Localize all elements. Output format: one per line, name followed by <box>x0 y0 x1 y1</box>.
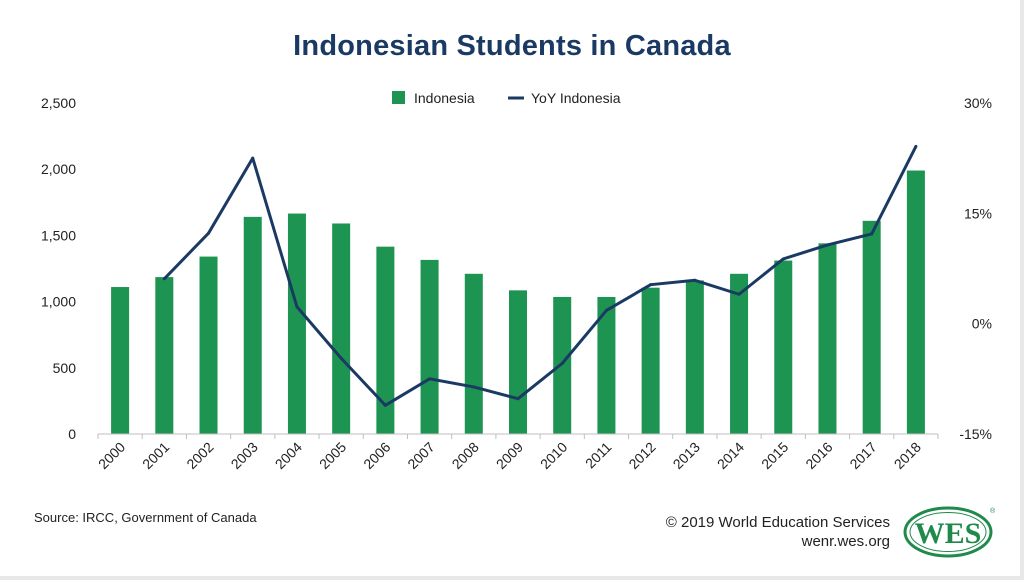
bar-series <box>111 170 925 435</box>
x-tick-label: 2008 <box>449 439 482 472</box>
bar <box>420 259 439 434</box>
copyright-text: © 2019 World Education Services <box>665 514 890 531</box>
line-point <box>693 278 697 282</box>
x-tick-label: 2015 <box>758 439 791 472</box>
bar <box>199 256 218 434</box>
line-point <box>207 231 211 235</box>
bar <box>332 223 351 434</box>
line-point <box>472 385 476 389</box>
bar <box>685 280 704 434</box>
x-tick-label: 2000 <box>95 439 128 472</box>
x-tick-label: 2012 <box>625 439 658 472</box>
x-tick-label: 2014 <box>714 439 747 472</box>
left-tick-label: 1,000 <box>41 294 76 310</box>
site-link[interactable]: wenr.wes.org <box>801 533 890 550</box>
right-tick-label: 30% <box>964 95 992 111</box>
bar <box>155 277 174 434</box>
legend: Indonesia YoY Indonesia <box>392 90 621 106</box>
x-tick-label: 2011 <box>582 439 615 472</box>
right-tick-label: 0% <box>972 316 992 332</box>
line-point <box>383 403 387 407</box>
line-point <box>428 377 432 381</box>
svg-text:®: ® <box>990 507 995 515</box>
bar <box>111 287 130 434</box>
line-point <box>914 144 918 148</box>
x-tick-label: 2005 <box>316 439 349 472</box>
right-axis: -15% 0% 15% 30% <box>959 95 992 442</box>
bar <box>553 296 572 434</box>
source-note: Source: IRCC, Government of Canada <box>34 510 257 525</box>
x-tick-label: 2017 <box>846 439 879 472</box>
right-tick-label: 15% <box>964 205 992 221</box>
line-point <box>516 397 520 401</box>
left-axis: 0 500 1,000 1,500 2,000 2,500 <box>41 95 76 442</box>
x-tick-label: 2001 <box>139 439 172 472</box>
chart-canvas: 0 500 1,000 1,500 2,000 2,500 -15% 0% 15% 30% 20… <box>41 90 992 472</box>
left-tick-label: 0 <box>68 426 76 442</box>
line-point <box>162 277 166 281</box>
left-tick-label: 2,000 <box>41 161 76 177</box>
bar <box>641 287 660 434</box>
x-tick-label: 2009 <box>493 439 526 472</box>
bar <box>818 243 837 434</box>
bar <box>774 260 793 434</box>
bar <box>287 213 306 434</box>
left-tick-label: 2,500 <box>41 95 76 111</box>
line-point <box>737 292 741 296</box>
line-series <box>162 144 918 407</box>
x-tick-label: 2003 <box>228 439 261 472</box>
x-tick-label: 2004 <box>272 439 305 472</box>
chart-title: Indonesian Students in Canada <box>293 30 731 62</box>
bar <box>906 170 925 435</box>
left-tick-label: 500 <box>53 360 77 376</box>
bar <box>509 290 527 434</box>
bar <box>243 216 262 434</box>
yoy-line <box>163 145 918 407</box>
bar <box>376 246 395 434</box>
left-tick-label: 1,500 <box>41 227 76 243</box>
x-tick-label: 2007 <box>404 439 437 472</box>
x-tick-label: 2016 <box>802 439 835 472</box>
logo-text: WES <box>915 517 982 550</box>
line-point <box>825 243 829 247</box>
line-point <box>604 308 608 312</box>
line-point <box>295 305 299 309</box>
line-point <box>560 361 564 365</box>
legend-swatch-bar <box>392 91 405 104</box>
line-point <box>781 257 785 261</box>
bar <box>597 296 616 434</box>
bar <box>730 273 749 434</box>
legend-label-line: YoY Indonesia <box>531 90 621 106</box>
line-point <box>251 156 255 160</box>
wes-logo: WES ® <box>903 506 995 558</box>
x-tick-label: 2006 <box>360 439 393 472</box>
x-tick-label: 2002 <box>183 439 216 472</box>
x-axis: 2000 2001 2002 2003 2004 2005 2006 2007 2008 2009… <box>95 433 939 472</box>
bar <box>464 273 483 434</box>
line-point <box>339 356 343 360</box>
x-tick-label: 2013 <box>670 439 703 472</box>
legend-label-bar: Indonesia <box>414 90 475 106</box>
line-point <box>649 283 653 287</box>
right-tick-label: -15% <box>959 426 992 442</box>
x-tick-label: 2010 <box>537 439 570 472</box>
x-tick-label: 2018 <box>891 439 924 472</box>
line-point <box>870 232 874 236</box>
bar <box>862 220 881 434</box>
